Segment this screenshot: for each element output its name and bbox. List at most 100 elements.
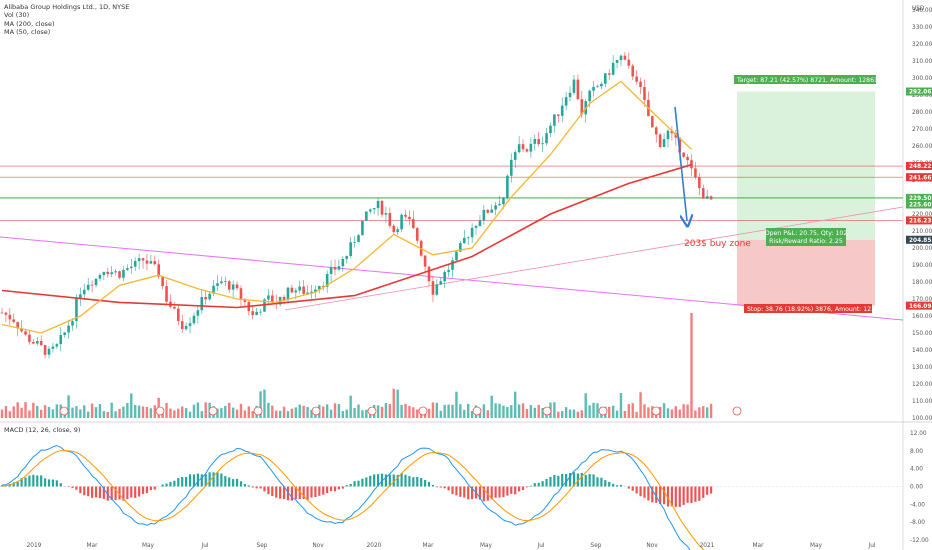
volume-bar [267, 402, 270, 418]
volume-bar [482, 404, 486, 418]
stop-text: Stop: 38.76 (18.92%) 3876, Amount: 12.48 [747, 306, 881, 313]
candle-body [494, 205, 497, 210]
candle-body [94, 278, 98, 286]
price-label: 248.22 [909, 164, 931, 170]
volume-bar [337, 404, 341, 418]
candle-body [392, 225, 396, 233]
candle-body [541, 143, 544, 145]
macd-histogram-bar [482, 486, 485, 502]
candle-body [372, 208, 376, 210]
volume-bar [290, 408, 294, 418]
earnings-marker [155, 406, 165, 416]
candle-body [553, 114, 556, 126]
volume-bar [322, 406, 325, 418]
price-tick-label: 140.00 [912, 348, 932, 354]
candle-body [231, 284, 235, 290]
volume-bar [298, 404, 301, 418]
volume-bar [141, 406, 145, 418]
macd-histogram-bar [267, 486, 270, 495]
macd-histogram-bar [306, 486, 309, 500]
candle-body [690, 160, 693, 169]
macd-histogram-bar [192, 474, 196, 487]
candle-body [611, 62, 615, 75]
macd-histogram-bar [212, 472, 215, 487]
volume-bar [694, 410, 697, 418]
time-tick-label: Mar [423, 543, 435, 549]
candle-body [180, 321, 184, 329]
macd-histogram-bar [200, 474, 203, 487]
macd-histogram-bar [506, 486, 509, 496]
candle-body [353, 242, 356, 243]
volume-bar [133, 404, 137, 418]
candle-body [251, 311, 255, 316]
volume-bar [643, 404, 646, 418]
volume-bar [564, 407, 568, 418]
candle-body [157, 264, 161, 277]
volume-bar [490, 395, 493, 418]
candle-body [674, 133, 678, 138]
earnings-marker [253, 406, 263, 416]
volume-bar [86, 411, 90, 418]
volume-bar [137, 405, 141, 418]
macd-histogram-bar [604, 480, 607, 487]
macd-histogram-bar [416, 476, 419, 487]
time-tick-label: 2020 [367, 543, 382, 549]
volume-bar [79, 409, 82, 418]
volume-bar [639, 392, 642, 418]
candle-body [384, 213, 388, 215]
candle-body [20, 328, 23, 332]
price-tick-label: 320.00 [912, 42, 932, 48]
volume-bar [126, 403, 129, 418]
candle-body [490, 209, 493, 213]
legend-ma200: MA (200, close) [4, 19, 55, 28]
candle-body [118, 271, 121, 278]
candle-body [654, 127, 658, 135]
macd-histogram-bar [431, 484, 435, 487]
volume-bar [439, 410, 442, 418]
volume-bar [0, 409, 4, 418]
volume-bar [55, 404, 59, 418]
macd-histogram-bar [239, 481, 243, 487]
macd-histogram-bar [263, 486, 266, 492]
candle-body [521, 144, 525, 150]
candle-body [212, 285, 215, 294]
candle-body [239, 288, 243, 299]
volume-bar [345, 409, 348, 418]
macd-histogram-bar [247, 485, 250, 487]
volume-bar [341, 411, 345, 418]
currency-label: USD [912, 6, 925, 12]
candle-body [337, 266, 341, 270]
candle-body [470, 227, 474, 238]
earnings-marker [598, 406, 608, 416]
macd-histogram-bar [177, 478, 180, 487]
macd-histogram-bar [651, 486, 654, 503]
volume-bar [705, 407, 709, 418]
volume-bar [39, 409, 43, 418]
macd-histogram-bar [561, 473, 564, 487]
candle-body [173, 306, 176, 309]
macd-tick-label: 4.00 [910, 467, 923, 473]
candle-body [604, 73, 607, 84]
macd-tick-label: -8.00 [910, 520, 925, 526]
volume-bar [4, 406, 8, 418]
volume-bar [451, 404, 454, 418]
candle-body [196, 310, 200, 316]
candle-body [686, 156, 689, 161]
volume-bar [486, 410, 489, 418]
macd-histogram-bar [102, 486, 105, 499]
volume-bar [51, 409, 55, 418]
price-label: 216.23 [909, 219, 931, 225]
candle-body [482, 209, 486, 221]
macd-label: MACD (12, 26, close, 9) [4, 426, 81, 434]
candle-body [576, 79, 580, 100]
macd-histogram-bar [271, 486, 274, 497]
candle-body [580, 99, 584, 115]
volume-bar [502, 405, 505, 418]
macd-signal-line [1, 450, 706, 550]
candle-body [8, 314, 12, 320]
candle-body [435, 284, 439, 295]
volume-bar [380, 406, 384, 418]
time-tick-label: Jul [201, 543, 209, 549]
time-tick-label: Mar [87, 543, 99, 549]
